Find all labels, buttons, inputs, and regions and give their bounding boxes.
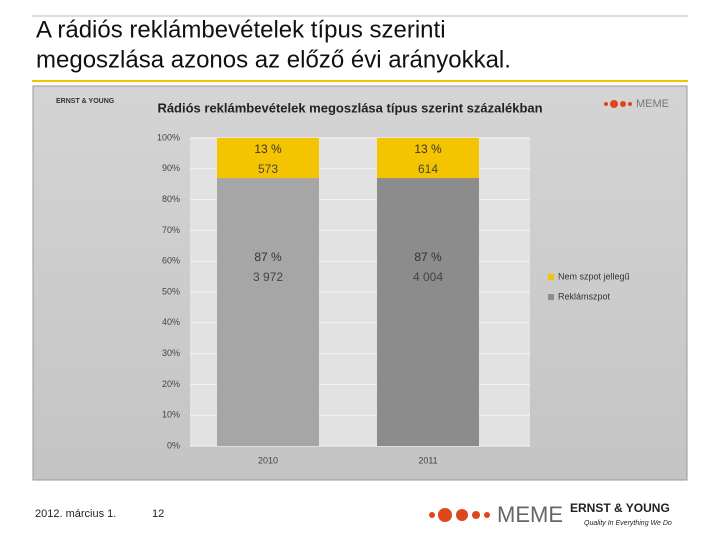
legend-label: Reklámszpot	[558, 291, 611, 301]
meme-logo: MEME	[497, 502, 563, 527]
slide-title: megoszlása azonos az előző évi arányokka…	[36, 46, 511, 73]
legend-label: Nem szpot jellegű	[558, 271, 630, 281]
ey-logo: ERNST & YOUNG	[570, 501, 670, 515]
amount-label: 614	[418, 162, 438, 176]
slide-title: A rádiós reklámbevételek típus szerinti	[36, 16, 446, 43]
y-tick-label: 90%	[162, 163, 180, 173]
y-tick-label: 70%	[162, 225, 180, 235]
value-label: 13 %	[414, 142, 442, 156]
y-tick-label: 50%	[162, 286, 180, 296]
meme-logo-dots	[429, 508, 490, 522]
y-tick-label: 100%	[157, 132, 180, 142]
x-tick-label: 2011	[418, 455, 437, 465]
bar-segment	[377, 138, 479, 179]
page-number: 12	[152, 508, 164, 520]
bar-segment	[217, 138, 319, 179]
legend-swatch	[548, 274, 554, 280]
y-tick-label: 20%	[162, 379, 180, 389]
legend-swatch	[548, 294, 554, 300]
chart-title: Rádiós reklámbevételek megoszlása típus …	[157, 100, 542, 115]
y-tick-label: 0%	[167, 440, 180, 450]
amount-label: 4 004	[413, 270, 443, 284]
y-tick-label: 80%	[162, 194, 180, 204]
amount-label: 3 972	[253, 270, 283, 284]
value-label: 87 %	[254, 250, 282, 264]
bar-segment	[377, 178, 479, 447]
y-tick-label: 60%	[162, 256, 180, 266]
y-tick-label: 10%	[162, 410, 180, 420]
date: 2012. március 1.	[35, 508, 116, 520]
chart-logo-meme: MEME	[636, 98, 669, 110]
chart-logo-meme-dots	[604, 100, 632, 108]
value-label: 13 %	[254, 142, 282, 156]
y-tick-label: 40%	[162, 317, 180, 327]
bar-segment	[217, 178, 319, 447]
y-tick-label: 30%	[162, 348, 180, 358]
chart: 0% 10% 20% 30% 40% 50% 60% 70% 80% 90% 100% 2010 87 …	[157, 132, 630, 465]
x-tick-label: 2010	[258, 455, 278, 465]
amount-label: 573	[258, 162, 278, 176]
ey-tagline: Quality In Everything We Do	[584, 520, 672, 527]
value-label: 87 %	[414, 250, 442, 264]
chart-logo-ey: ERNST & YOUNG	[56, 98, 115, 105]
